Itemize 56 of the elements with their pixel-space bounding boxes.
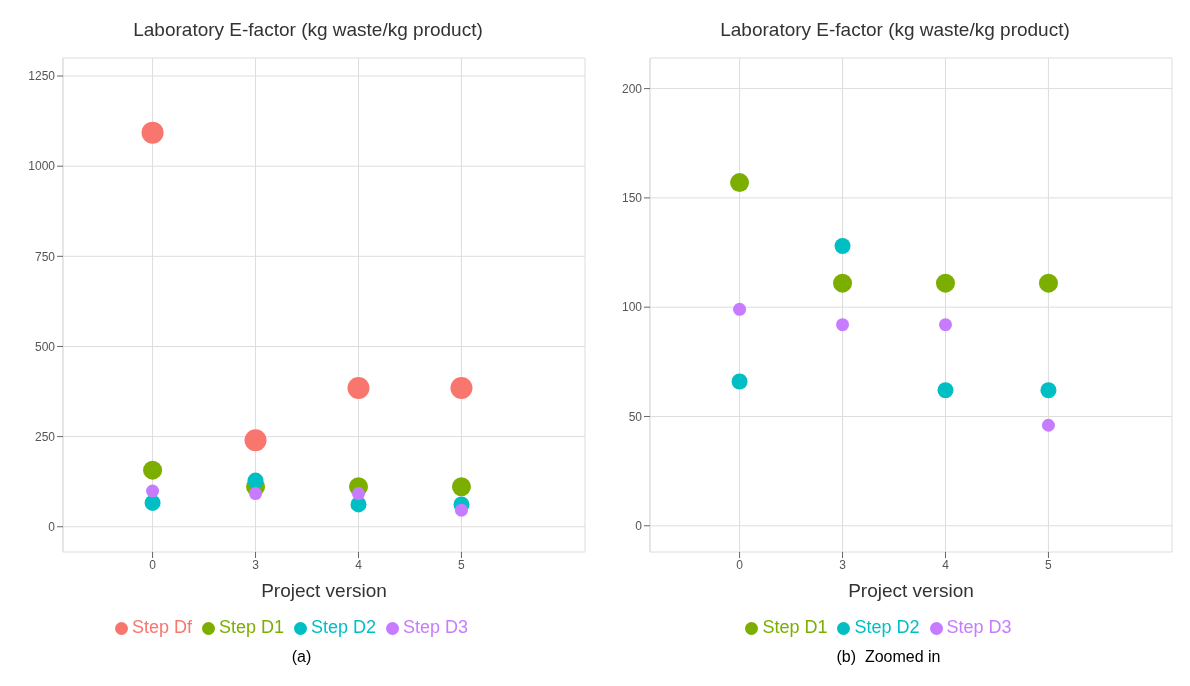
- point: [834, 237, 851, 254]
- y-tick-label: 50: [628, 409, 643, 424]
- point: [733, 302, 747, 316]
- point: [144, 494, 161, 511]
- point: [249, 487, 263, 501]
- y-tick-label: 1000: [28, 159, 56, 174]
- y-tick-label: 750: [34, 249, 56, 264]
- y-tick-label: 500: [34, 339, 56, 354]
- point: [1041, 418, 1055, 432]
- x-tick-label: 0: [736, 557, 744, 572]
- point: [833, 273, 853, 293]
- point: [351, 487, 365, 501]
- x-tick-label: 4: [355, 557, 363, 572]
- x-tick-label: 5: [1045, 557, 1053, 572]
- legend-label: Step D2: [310, 617, 377, 637]
- point: [836, 318, 850, 332]
- legend-label: Step D3: [946, 617, 1012, 637]
- y-tick-label: 250: [34, 429, 56, 444]
- text: (a): [290, 648, 313, 666]
- legend-label: Step D1: [218, 617, 284, 637]
- point: [454, 503, 468, 517]
- point: [247, 472, 264, 489]
- point: [731, 373, 748, 390]
- y-tick-label: 150: [621, 191, 643, 206]
- point: [935, 273, 955, 293]
- legend-label: Step D1: [762, 617, 828, 637]
- legend-label: Step D2: [854, 617, 920, 637]
- x-tick-label: 0: [149, 557, 157, 572]
- y-tick-label: 0: [48, 520, 56, 535]
- x-tick-label: 4: [942, 557, 950, 572]
- point: [146, 484, 160, 498]
- point: [347, 376, 370, 399]
- y-tick-label: 200: [621, 81, 643, 96]
- point: [937, 382, 954, 399]
- y-tick-label: 1250: [28, 69, 56, 84]
- legend-label: Step Df: [131, 617, 192, 637]
- point: [451, 477, 471, 497]
- x-tick-label: 3: [839, 557, 847, 572]
- text: (b) Zoomed in: [835, 648, 942, 666]
- point: [143, 460, 163, 480]
- point: [1040, 382, 1057, 399]
- x-tick-label: 5: [458, 557, 466, 572]
- y-tick-label: 100: [621, 300, 643, 315]
- point: [730, 173, 750, 193]
- point: [450, 376, 473, 399]
- legend-label: Step D3: [403, 617, 469, 637]
- point: [1038, 273, 1058, 293]
- chart-title: Laboratory E-factor (kg waste/kg product): [133, 19, 483, 40]
- point: [938, 318, 952, 332]
- point: [244, 429, 267, 452]
- x-axis-title: Project version: [848, 580, 974, 601]
- x-tick-label: 3: [252, 557, 260, 572]
- y-tick-label: 0: [635, 519, 643, 534]
- point: [141, 121, 164, 144]
- x-axis-title: Project version: [261, 580, 387, 601]
- chart-title: Laboratory E-factor (kg waste/kg product): [720, 19, 1070, 40]
